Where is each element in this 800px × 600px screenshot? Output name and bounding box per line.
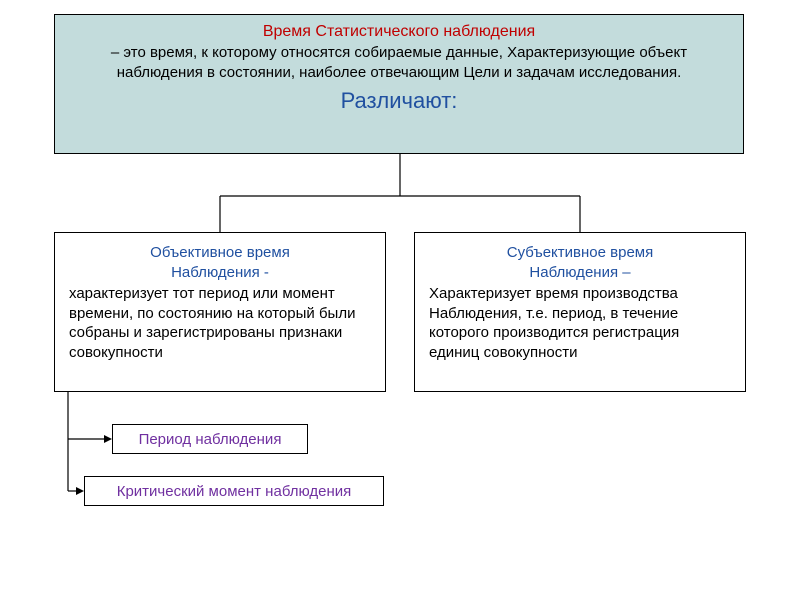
subjective-body: Характеризует время производства Наблюде… [429, 284, 731, 362]
top-title: Время Статистического наблюдения [69, 23, 729, 41]
critical-moment-label: Критический момент наблюдения [117, 483, 352, 500]
observation-period-box: Период наблюдения [112, 424, 308, 454]
top-definition-box: Время Статистического наблюдения – это в… [54, 14, 744, 154]
observation-period-label: Период наблюдения [139, 431, 282, 448]
objective-title-line2: Наблюдения - [69, 263, 371, 283]
subjective-time-box: Субъективное время Наблюдения – Характер… [414, 232, 746, 392]
critical-moment-box: Критический момент наблюдения [84, 476, 384, 506]
subjective-title-line1: Субъективное время [429, 243, 731, 263]
subjective-title-line2: Наблюдения – [429, 263, 731, 283]
objective-title-line1: Объективное время [69, 243, 371, 263]
objective-time-box: Объективное время Наблюдения - характери… [54, 232, 386, 392]
top-body: – это время, к которому относятся собира… [69, 41, 729, 84]
top-distinguish: Различают: [69, 88, 729, 114]
objective-body: характеризует тот период или момент врем… [69, 284, 371, 362]
